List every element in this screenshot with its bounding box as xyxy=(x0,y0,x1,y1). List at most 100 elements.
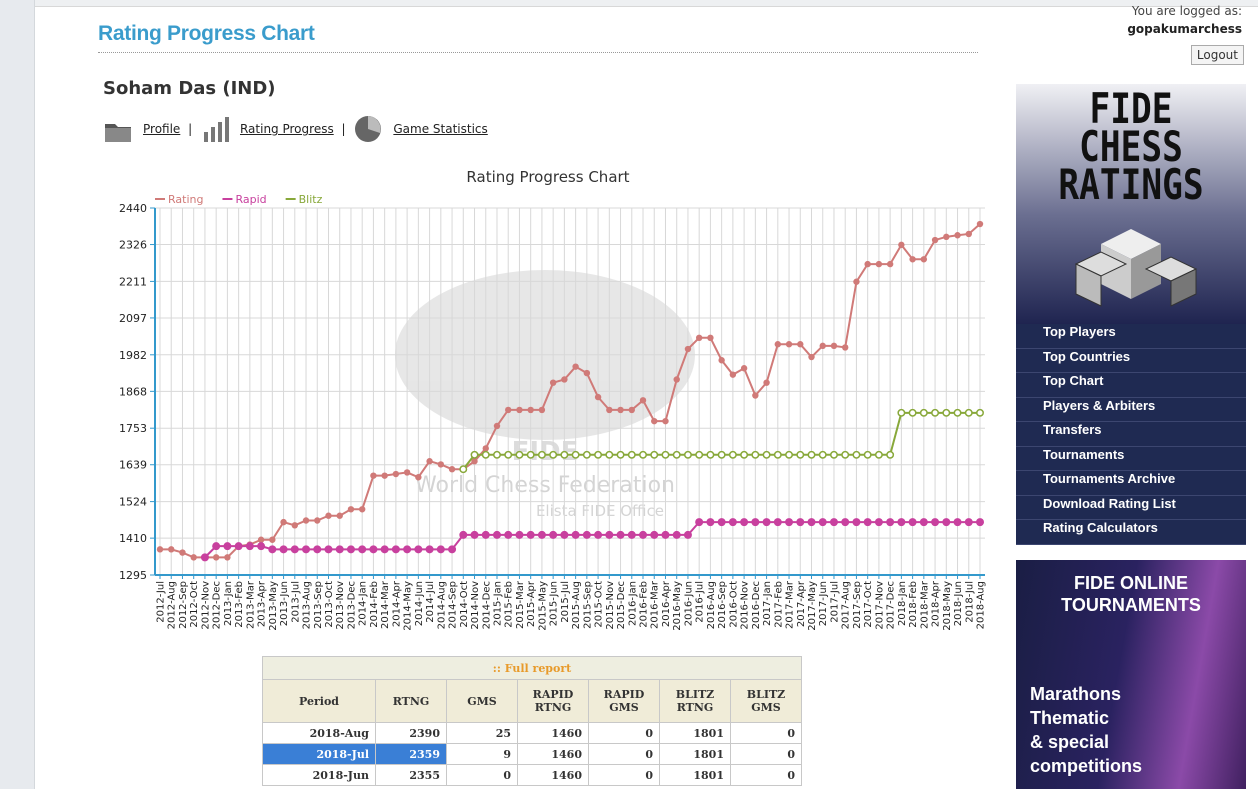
x-tick-label: 2013-Nov xyxy=(335,581,346,630)
data-point xyxy=(662,452,668,458)
data-point xyxy=(449,466,455,472)
data-point xyxy=(774,518,782,526)
data-point xyxy=(314,517,320,523)
x-tick-label: 2016-Aug xyxy=(706,581,717,629)
y-tick-label: 1410 xyxy=(119,532,147,545)
data-point xyxy=(516,407,522,413)
column-header: BLITZ RTNG xyxy=(660,680,731,723)
data-point xyxy=(966,231,972,237)
data-point xyxy=(313,545,321,553)
data-point xyxy=(527,407,533,413)
ad-line: Marathons xyxy=(1030,682,1142,706)
x-tick-label: 2013-Jun xyxy=(279,581,290,626)
y-tick-label: 2326 xyxy=(119,239,147,252)
data-point xyxy=(897,518,905,526)
menu-item[interactable]: Players & Arbiters xyxy=(1016,398,1246,423)
data-point xyxy=(258,537,264,543)
column-header: RAPID RTNG xyxy=(518,680,589,723)
data-point xyxy=(595,394,601,400)
data-point xyxy=(729,518,737,526)
menu-item[interactable]: Rating Calculators xyxy=(1016,520,1246,545)
data-point xyxy=(538,531,546,539)
x-tick-label: 2018-Jul xyxy=(964,581,975,623)
data-point xyxy=(505,407,511,413)
data-point xyxy=(752,452,758,458)
logout-button[interactable]: Logout xyxy=(1191,45,1244,65)
data-point xyxy=(775,452,781,458)
data-point xyxy=(584,370,590,376)
data-point xyxy=(584,452,590,458)
data-point xyxy=(404,469,410,475)
data-point xyxy=(336,545,344,553)
x-tick-label: 2017-Jan xyxy=(762,581,773,626)
table-cell: 0 xyxy=(731,765,802,786)
data-point xyxy=(640,397,646,403)
data-point xyxy=(966,410,972,416)
x-tick-label: 2012-Sep xyxy=(178,581,189,629)
data-point xyxy=(852,518,860,526)
data-point xyxy=(808,452,814,458)
data-point xyxy=(920,518,928,526)
data-point xyxy=(808,354,814,360)
nav-link[interactable]: Game Statistics xyxy=(393,122,487,136)
x-tick-label: 2014-May xyxy=(403,581,414,631)
column-header: RAPID GMS xyxy=(589,680,660,723)
data-point xyxy=(662,418,668,424)
menu-item[interactable]: Tournaments Archive xyxy=(1016,471,1246,496)
data-point xyxy=(830,518,838,526)
y-tick-label: 2097 xyxy=(119,312,147,325)
data-point xyxy=(751,518,759,526)
data-point xyxy=(763,452,769,458)
data-point xyxy=(842,452,848,458)
x-tick-label: 2015-Jan xyxy=(492,581,503,626)
x-tick-label: 2015-Nov xyxy=(605,581,616,630)
nav-link[interactable]: Profile xyxy=(143,122,180,136)
menu-item[interactable]: Download Rating List xyxy=(1016,496,1246,521)
menu-item[interactable]: Transfers xyxy=(1016,422,1246,447)
nav-link[interactable]: Rating Progress xyxy=(240,122,334,136)
data-point xyxy=(808,518,816,526)
menu-item[interactable]: Top Countries xyxy=(1016,349,1246,374)
data-point xyxy=(696,452,702,458)
data-point xyxy=(898,410,904,416)
table-cell: 25 xyxy=(447,723,518,744)
data-point xyxy=(875,518,883,526)
y-tick-label: 1868 xyxy=(119,385,147,398)
data-point xyxy=(909,518,917,526)
x-tick-label: 2013-Sep xyxy=(313,581,324,629)
menu-item[interactable]: Top Players xyxy=(1016,324,1246,349)
data-point xyxy=(516,452,522,458)
data-point xyxy=(527,531,535,539)
x-tick-label: 2012-Oct xyxy=(189,581,200,628)
x-tick-label: 2016-Nov xyxy=(740,581,751,630)
data-point xyxy=(864,261,870,267)
data-point xyxy=(280,545,288,553)
table-caption: :: Full report xyxy=(263,657,802,680)
x-tick-label: 2017-Jul xyxy=(829,581,840,623)
menu-item[interactable]: Top Chart xyxy=(1016,373,1246,398)
menu-item[interactable]: Tournaments xyxy=(1016,447,1246,472)
x-tick-label: 2016-Jun xyxy=(683,581,694,626)
data-point xyxy=(842,344,848,350)
data-point xyxy=(797,341,803,347)
data-point xyxy=(437,545,445,553)
data-point xyxy=(426,458,432,464)
logo-text: RATINGS xyxy=(1037,166,1226,204)
ad-title: FIDE ONLINE TOURNAMENTS xyxy=(1026,572,1236,616)
data-point xyxy=(370,472,376,478)
x-tick-label: 2018-Mar xyxy=(919,580,930,629)
data-point xyxy=(954,518,962,526)
data-point xyxy=(617,407,623,413)
data-point xyxy=(876,261,882,267)
x-tick-label: 2017-Dec xyxy=(886,581,897,629)
folder-icon xyxy=(103,114,133,144)
data-point xyxy=(369,545,377,553)
data-point xyxy=(651,452,657,458)
y-tick-label: 1753 xyxy=(119,422,147,435)
data-point xyxy=(415,474,421,480)
x-tick-label: 2016-Dec xyxy=(751,581,762,629)
x-tick-label: 2017-May xyxy=(807,581,818,631)
y-tick-label: 1639 xyxy=(119,459,147,472)
data-point xyxy=(605,531,613,539)
